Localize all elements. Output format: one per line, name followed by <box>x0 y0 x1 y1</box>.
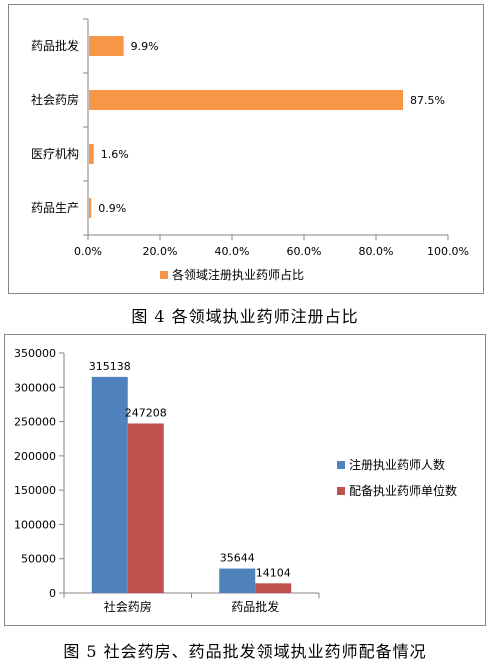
chart-1-x-tick-label: 20.0% <box>143 245 178 258</box>
chart-2-bar <box>127 423 164 593</box>
chart-2-bar <box>219 568 256 593</box>
chart-1-bar <box>89 90 403 110</box>
chart-2-y-tick-label: 100000 <box>14 518 56 531</box>
chart-2-data-label: 247208 <box>125 406 167 419</box>
chart-2-data-label: 315138 <box>89 360 131 373</box>
chart-2-y-tick-label: 300000 <box>14 381 56 394</box>
chart-1-data-label: 1.6% <box>101 148 129 161</box>
chart-1-legend-swatch <box>160 271 168 279</box>
chart-1-x-tick-label: 80.0% <box>359 245 394 258</box>
chart-1-data-label: 87.5% <box>410 94 445 107</box>
chart-2-caption: 图 5 社会药房、药品批发领域执业药师配备情况 <box>63 642 427 661</box>
chart-2-y-tick-label: 200000 <box>14 450 56 463</box>
chart-2-y-tick-label: 150000 <box>14 484 56 497</box>
chart-1-bar <box>89 36 124 56</box>
chart-2-y-tick-label: 50000 <box>21 553 56 566</box>
chart-2-data-label: 14104 <box>256 566 291 579</box>
chart-2-svg: 0 50000 100000 150000 200000 250000 300000 3500… <box>14 347 457 614</box>
chart-2-legend-label: 注册执业药师人数 <box>349 457 445 472</box>
chart-2-legend-swatch <box>337 461 345 469</box>
chart-2-bar <box>91 376 128 593</box>
chart-1-x-tick-label: 40.0% <box>215 245 250 258</box>
chart-1-svg: 0.0% 20.0% 40.0% 60.0% 80.0% 100.0% 药品生产 0.9% 医疗… <box>31 18 469 282</box>
chart-1-category-label: 医疗机构 <box>31 146 79 161</box>
chart-2-y-tick-label: 0 <box>49 587 56 600</box>
chart-2-category-label: 药品批发 <box>231 599 279 614</box>
chart-1-x-tick-label: 60.0% <box>287 245 322 258</box>
chart-1-data-label: 9.9% <box>131 40 159 53</box>
chart-1-legend-label: 各领域注册执业药师占比 <box>172 267 304 282</box>
chart-1-caption: 图 4 各领域执业药师注册占比 <box>131 307 359 326</box>
chart-1-bar <box>89 144 94 164</box>
chart-2-y-tick-label: 250000 <box>14 416 56 429</box>
chart-1-x-tick-label: 100.0% <box>427 245 469 258</box>
chart-2-legend-swatch <box>337 487 345 495</box>
chart-1-frame: 0.0% 20.0% 40.0% 60.0% 80.0% 100.0% 药品生产 0.9% 医疗… <box>8 4 484 294</box>
chart-2-bar <box>255 583 292 593</box>
chart-1-data-label: 0.9% <box>98 202 126 215</box>
chart-2-frame: 0 50000 100000 150000 200000 250000 300000 3500… <box>4 334 486 626</box>
chart-1-x-tick-label: 0.0% <box>74 245 102 258</box>
chart-1-category-label: 药品批发 <box>31 38 79 53</box>
chart-1-category-label: 社会药房 <box>31 92 79 107</box>
chart-1-category-label: 药品生产 <box>31 201 79 215</box>
chart-2-y-tick-label: 350000 <box>14 347 56 360</box>
chart-1-bar <box>89 198 92 218</box>
chart-2-data-label: 35644 <box>220 552 255 565</box>
chart-2-category-label: 社会药房 <box>104 599 152 614</box>
chart-2-legend-label: 配备执业药师单位数 <box>349 483 457 498</box>
